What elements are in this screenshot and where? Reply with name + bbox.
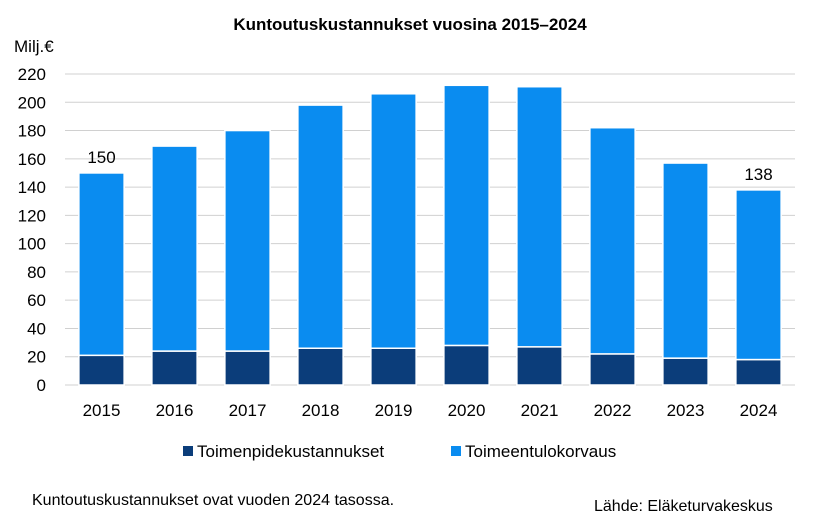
x-tick-label: 2021 [521, 401, 559, 420]
y-tick-label: 20 [27, 348, 46, 367]
y-tick-label: 220 [18, 65, 46, 84]
bar-segment [589, 126, 636, 355]
legend-label: Toimenpidekustannukset [197, 442, 384, 461]
chart-title: Kuntoutuskustannukset vuosina 2015–2024 [233, 15, 587, 34]
bar-segment [735, 189, 782, 361]
y-tick-label: 140 [18, 178, 46, 197]
y-tick-label: 100 [18, 235, 46, 254]
y-axis-ticks: 0 20 40 60 80 100 120 140 160 180 200 220 [18, 65, 46, 395]
y-tick-label: 200 [18, 93, 46, 112]
x-tick-label: 2023 [667, 401, 705, 420]
x-tick-label: 2015 [83, 401, 121, 420]
x-tick-label: 2024 [740, 401, 778, 420]
y-tick-label: 120 [18, 206, 46, 225]
bar-segment [662, 162, 709, 359]
x-tick-label: 2016 [156, 401, 194, 420]
data-labels: 150 138 [87, 148, 772, 184]
data-label: 138 [744, 165, 772, 184]
y-tick-label: 0 [37, 376, 46, 395]
y-tick-label: 160 [18, 150, 46, 169]
y-tick-label: 180 [18, 122, 46, 141]
data-label: 150 [87, 148, 115, 167]
footnote-source: Lähde: Eläketurvakeskus [594, 498, 773, 515]
legend: Toimenpidekustannukset Toimeentulokorvaus [183, 442, 616, 461]
x-tick-label: 2019 [375, 401, 413, 420]
y-tick-label: 80 [27, 263, 46, 282]
bar-segment [735, 358, 782, 386]
bar-segment [297, 104, 344, 349]
bar-segment [151, 350, 198, 386]
bar-segment [297, 347, 344, 386]
bar-segment [151, 145, 198, 352]
footnote-note: Kuntoutuskustannukset ovat vuoden 2024 t… [32, 492, 395, 509]
bar-segment [443, 344, 490, 386]
bar-segment [443, 84, 490, 347]
y-axis-unit-label: Milj.€ [14, 37, 54, 56]
y-tick-label: 60 [27, 291, 46, 310]
y-tick-label: 40 [27, 319, 46, 338]
legend-label: Toimeentulokorvaus [465, 442, 616, 461]
x-tick-label: 2022 [594, 401, 632, 420]
bar-segment [589, 353, 636, 386]
x-tick-label: 2018 [302, 401, 340, 420]
bar-segment [78, 172, 125, 357]
bar-segment [370, 347, 417, 386]
legend-swatch [451, 446, 461, 456]
x-tick-label: 2020 [448, 401, 486, 420]
bar-segment [662, 357, 709, 386]
bar-segment [78, 354, 125, 386]
x-tick-label: 2017 [229, 401, 267, 420]
bar-segment [224, 129, 271, 352]
bar-segment [224, 350, 271, 386]
bar-segment [370, 93, 417, 349]
bar-segment [516, 85, 563, 348]
bars [78, 84, 782, 386]
legend-swatch [183, 446, 193, 456]
bar-segment [516, 346, 563, 386]
x-axis-ticks: 2015 2016 2017 2018 2019 2020 2021 2022 2023 2024 [83, 401, 778, 420]
